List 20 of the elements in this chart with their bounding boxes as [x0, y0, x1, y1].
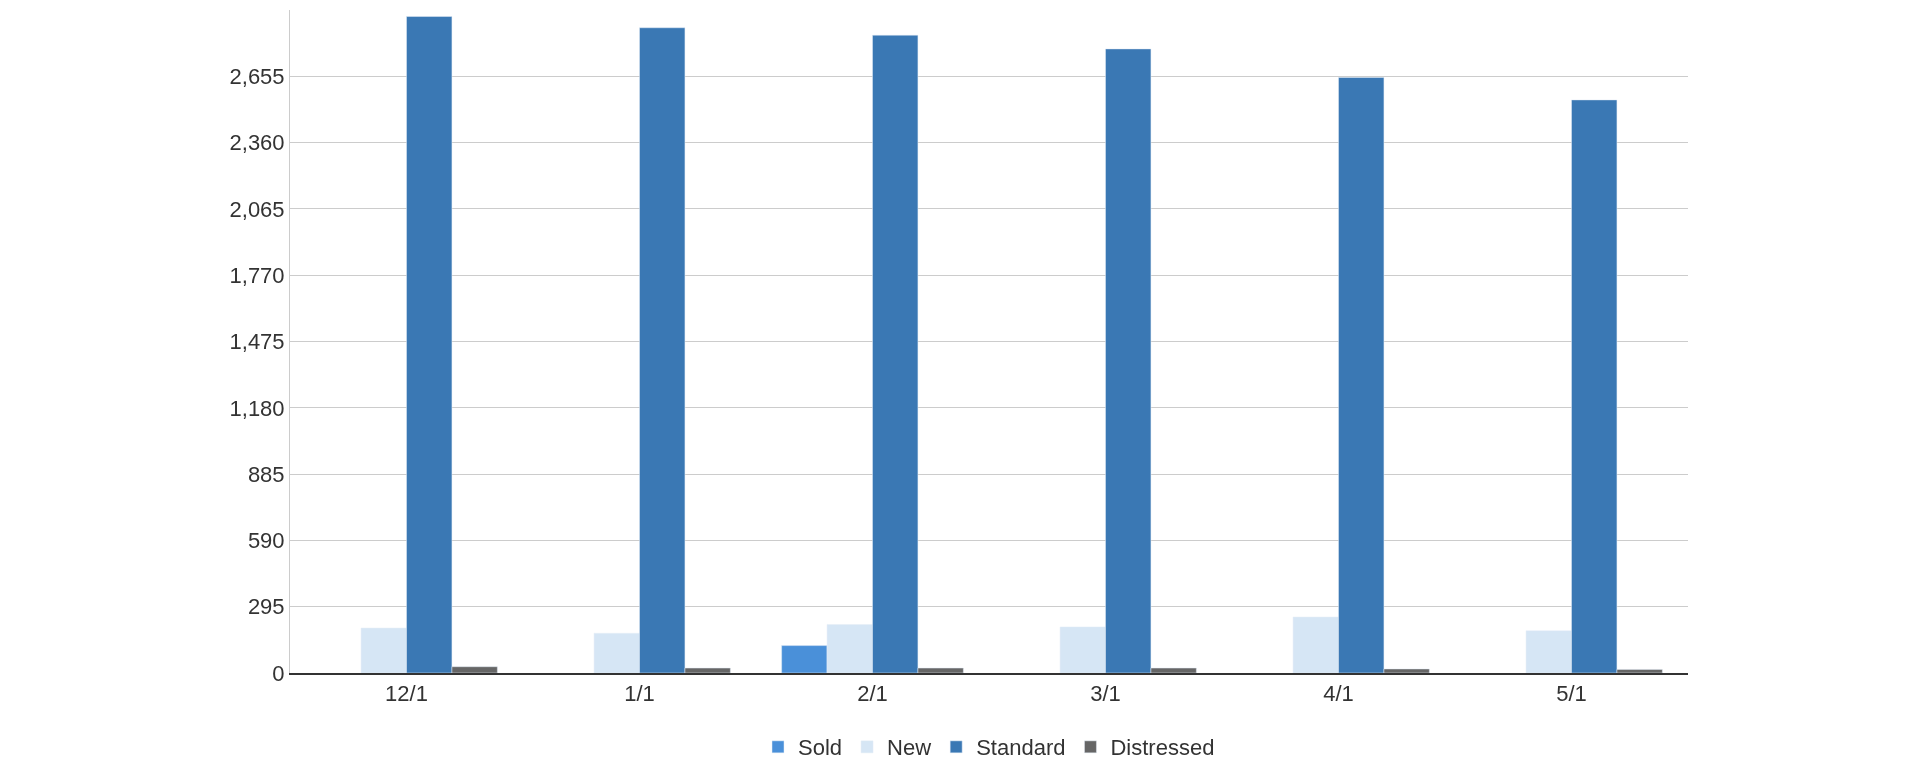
y-tick-label: 1,770: [229, 262, 285, 288]
x-tick-label: 12/1: [385, 681, 428, 707]
y-tick-label: 590: [247, 528, 285, 554]
y-tick-label: 1,475: [229, 329, 285, 355]
y-tick-label: 1,180: [229, 395, 285, 421]
y-tick-label: 2,065: [229, 196, 285, 222]
legend-label: New: [887, 735, 932, 761]
legend-label: Standard: [976, 735, 1066, 761]
y-tick-label: 295: [247, 594, 285, 620]
y-tick-label: 2,360: [229, 130, 285, 156]
y-tick-label: 2,655: [229, 64, 285, 89]
x-tick-label: 2/1: [857, 681, 888, 707]
y-tick-label: 0: [272, 660, 285, 686]
x-tick-label: 5/1: [1556, 681, 1587, 707]
x-tick-label: 3/1: [1090, 681, 1121, 707]
x-tick-label: 1/1: [624, 681, 655, 707]
y-tick-label: 885: [247, 461, 285, 487]
legend-label: Distressed: [1110, 735, 1215, 761]
legend-label: Sold: [798, 735, 843, 761]
x-tick-label: 4/1: [1323, 681, 1354, 707]
